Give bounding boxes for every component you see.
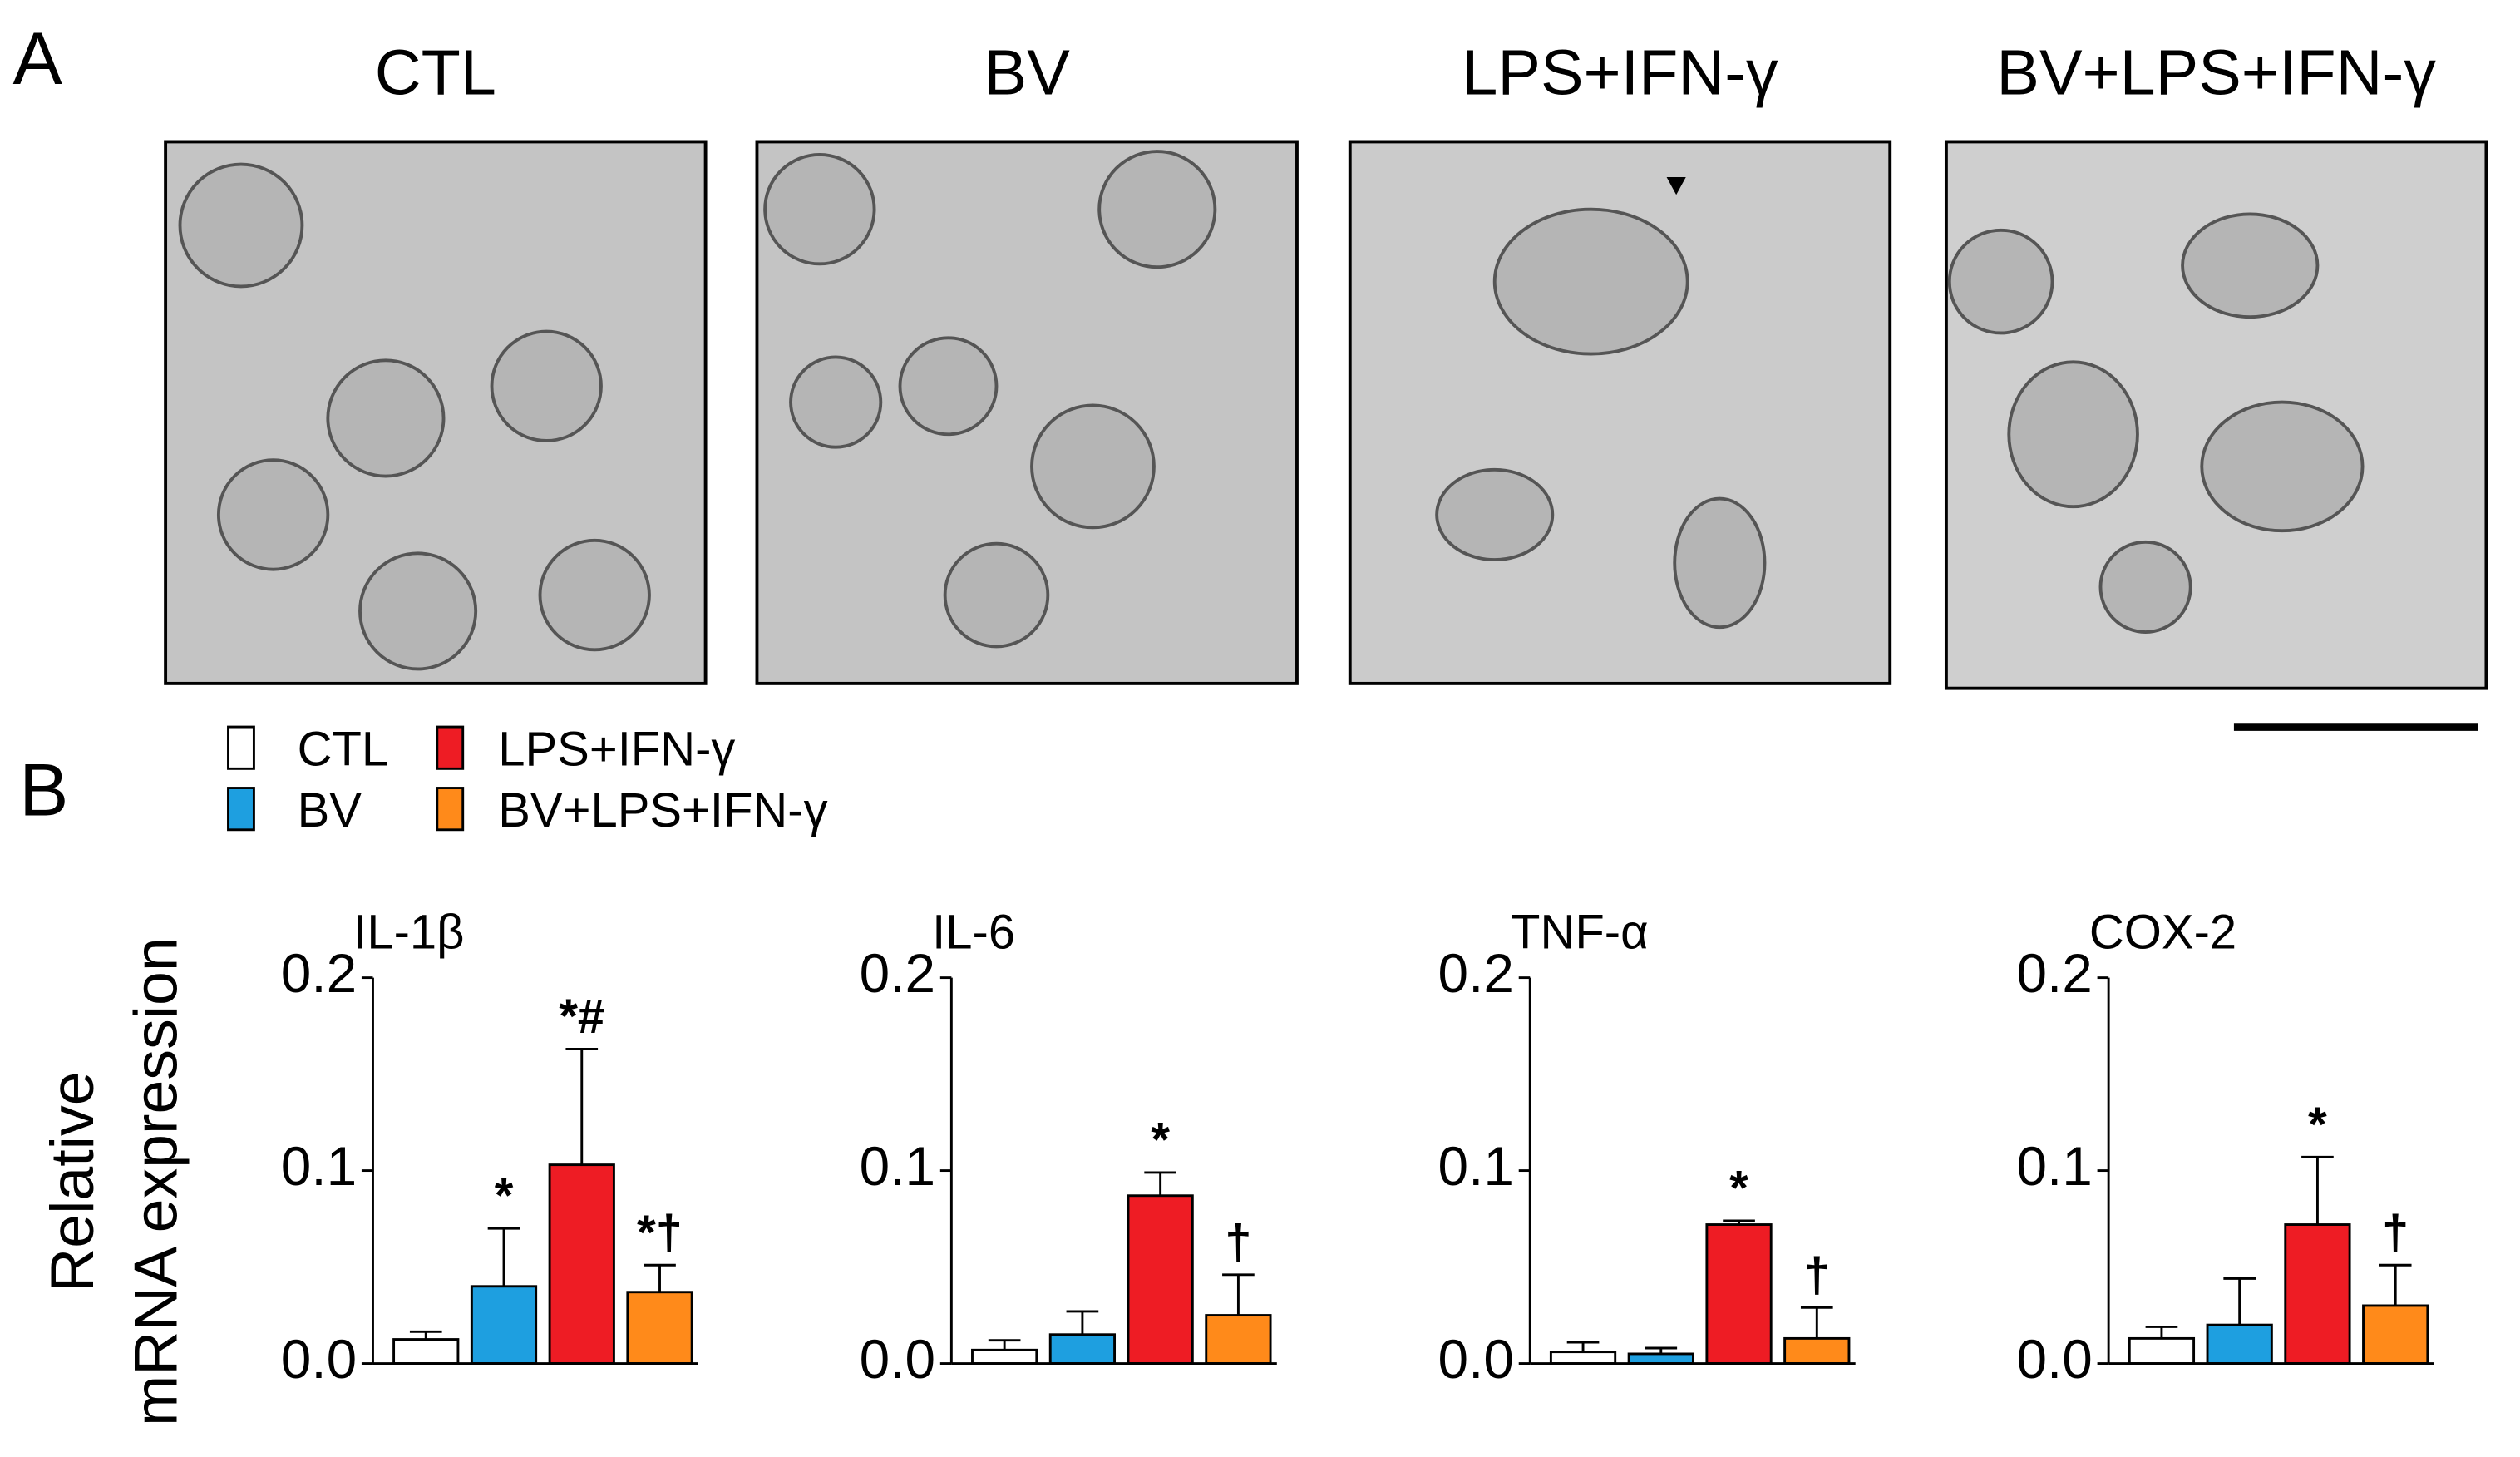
bar	[2284, 1223, 2351, 1365]
cells	[178, 150, 2365, 671]
y-tick-label: 0.2	[2016, 943, 2092, 1004]
significance-label: *	[1151, 1114, 1170, 1167]
legend-swatch	[227, 725, 255, 770]
bar	[470, 1285, 538, 1365]
significance-label: †	[1225, 1216, 1251, 1269]
y-tick-label: 0.1	[860, 1136, 935, 1197]
y-tick-label: 0.2	[281, 943, 357, 1004]
significance-label: *#	[559, 990, 604, 1044]
legend-label: BV+LPS+IFN-γ	[498, 784, 827, 837]
significance-label: †	[1803, 1249, 1830, 1302]
panel-label: B	[19, 749, 68, 832]
chart-title: IL-6	[932, 906, 1015, 960]
y-tick-label: 0.0	[281, 1329, 357, 1390]
legend-swatch	[436, 787, 465, 832]
legend-label: LPS+IFN-γ	[498, 723, 735, 776]
bar	[1627, 1352, 1694, 1365]
bar	[2128, 1336, 2196, 1365]
chart-title: TNF-α	[1511, 906, 1649, 960]
bar	[1783, 1336, 1851, 1365]
significance-label: *	[2308, 1099, 2327, 1152]
bar	[2206, 1323, 2273, 1365]
y-tick-label: 0.1	[1438, 1136, 1514, 1197]
y-tick-label: 0.0	[1438, 1329, 1514, 1390]
y-tick-label: 0.1	[281, 1136, 357, 1197]
y-tick-label: 0.2	[1438, 943, 1514, 1004]
y-tick-label: 0.0	[2016, 1329, 2092, 1390]
legend-swatch	[436, 725, 465, 770]
significance-label: †	[2382, 1207, 2409, 1260]
significance-label: *†	[637, 1207, 683, 1260]
bar	[1205, 1314, 1272, 1365]
bar	[626, 1291, 693, 1365]
arrowhead	[1666, 176, 1686, 195]
bar	[1705, 1223, 1773, 1365]
legend-label: BV	[298, 784, 362, 837]
image-title: LPS+IFN-γ	[1462, 37, 1778, 109]
bar	[1048, 1333, 1117, 1365]
y-tick-label: 0.0	[860, 1329, 935, 1390]
image-title: BV	[984, 37, 1071, 109]
y-axis-label: Relative	[38, 1071, 106, 1292]
legend-label: CTL	[298, 723, 389, 776]
y-axis-label: mRNA expression	[122, 937, 190, 1426]
legend-swatch	[227, 787, 255, 832]
chart-title: IL-1β	[353, 906, 464, 960]
panel-label: A	[12, 17, 62, 100]
bar	[392, 1338, 460, 1365]
y-tick-label: 0.1	[2016, 1136, 2092, 1197]
bar	[1127, 1194, 1194, 1365]
bar	[548, 1163, 615, 1365]
significance-label: *	[1729, 1162, 1748, 1215]
image-title: CTL	[375, 37, 496, 109]
image-title: BV+LPS+IFN-γ	[1996, 37, 2436, 109]
bar	[1549, 1351, 1617, 1365]
bar	[2362, 1304, 2429, 1365]
significance-label: *	[495, 1170, 514, 1223]
chart-title: COX-2	[2089, 906, 2236, 960]
bar	[971, 1348, 1038, 1365]
y-tick-label: 0.2	[860, 943, 935, 1004]
